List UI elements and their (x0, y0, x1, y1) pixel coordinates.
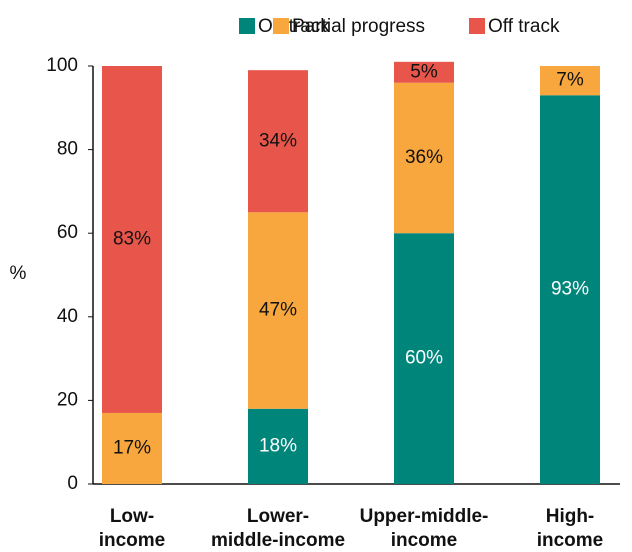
y-tick-label: 60 (57, 222, 78, 243)
data-label: 5% (410, 61, 438, 82)
legend-swatch (273, 18, 289, 34)
x-tick-label: Low- (110, 506, 154, 527)
bar-segment (102, 412, 162, 484)
data-label: 47% (259, 300, 297, 321)
bar-segment (394, 233, 454, 484)
y-tick-label: 20 (57, 389, 78, 410)
x-tick-label: Upper-middle- (360, 506, 489, 527)
data-label: 60% (405, 348, 443, 369)
data-label: 18% (259, 435, 297, 456)
y-axis-label: % (10, 263, 27, 284)
bar-segment (248, 212, 308, 409)
legend-swatch (239, 18, 255, 34)
x-tick-label: income (391, 530, 458, 551)
data-label: 83% (113, 228, 151, 249)
x-tick-label: High- (546, 506, 595, 527)
legend-label: Partial progress (292, 16, 425, 37)
y-tick-label: 100 (46, 55, 78, 76)
bar-segment (248, 408, 308, 484)
bar-segment (394, 61, 454, 83)
legend-label: Off track (488, 16, 560, 37)
x-tick-label: income (537, 530, 604, 551)
bar-segment (540, 66, 600, 96)
legend-swatch (469, 18, 485, 34)
data-label: 93% (551, 279, 589, 300)
bar-segment (102, 66, 162, 413)
bar-segment (394, 82, 454, 234)
data-label: 36% (405, 147, 443, 168)
data-label: 34% (259, 130, 297, 151)
data-label: 17% (113, 437, 151, 458)
y-tick-label: 80 (57, 139, 78, 160)
y-tick-label: 0 (67, 473, 78, 494)
data-label: 7% (556, 70, 584, 91)
bar-segment (540, 95, 600, 484)
x-tick-label: income (99, 530, 166, 551)
bar-segment (248, 70, 308, 213)
x-tick-label: Lower- (247, 506, 309, 527)
y-tick-label: 40 (57, 306, 78, 327)
x-tick-label: middle-income (211, 530, 345, 551)
